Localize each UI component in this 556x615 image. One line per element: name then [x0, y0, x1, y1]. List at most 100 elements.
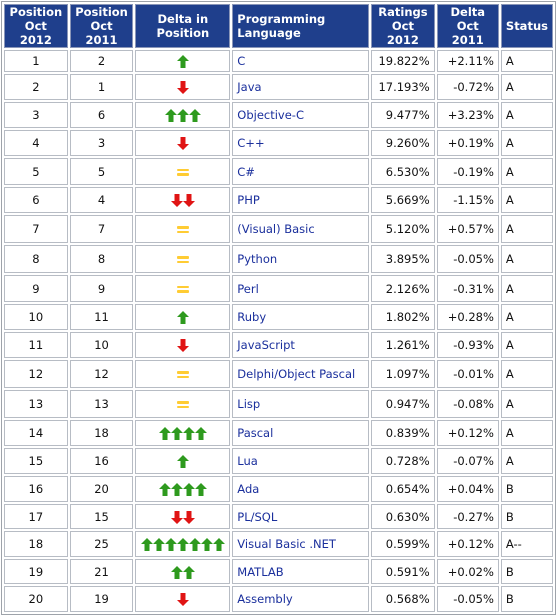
- position-2011-cell: 15: [69, 504, 134, 529]
- position-2012-cell: 20: [4, 586, 68, 612]
- position-2011-cell: 8: [69, 245, 134, 273]
- language-link[interactable]: C: [237, 54, 246, 68]
- language-link[interactable]: Pascal: [237, 426, 274, 440]
- table-body: 1 2 C 19.822% +2.11% A 2 1 Java 17.193% -0.72% A 3 6 O…: [4, 50, 553, 612]
- language-link[interactable]: PL/SQL: [237, 509, 278, 524]
- position-2012-cell: 19: [4, 559, 68, 584]
- arrow-up-icon: [158, 483, 171, 496]
- status-cell: A--: [500, 531, 553, 557]
- table-row: 11 10 JavaScript 1.261% -0.93% A: [4, 332, 553, 358]
- position-2012-cell: 18: [4, 531, 68, 557]
- status-cell: A: [500, 360, 553, 388]
- rating-cell: 0.839%: [371, 420, 435, 446]
- status-cell: A: [500, 390, 553, 418]
- position-2011-cell: 1: [69, 74, 134, 100]
- table-row: 12 12 Delphi/Object Pascal 1.097% -0.01% A: [4, 360, 553, 388]
- language-link[interactable]: C#: [237, 164, 255, 179]
- delta-position-cell: [135, 158, 231, 185]
- delta-position-cell: [135, 50, 231, 72]
- language-link[interactable]: Python: [237, 252, 278, 266]
- status-cell: B: [500, 504, 553, 529]
- language-cell: Assembly: [232, 586, 370, 612]
- status-cell: B: [500, 559, 553, 584]
- language-link[interactable]: (Visual) Basic: [237, 222, 315, 236]
- delta-rating-cell: +0.12%: [436, 531, 499, 557]
- table-row: 15 16 Lua 0.728% -0.07% A: [4, 448, 553, 474]
- rating-cell: 0.630%: [371, 504, 435, 529]
- table-row: 16 20 Ada 0.654% +0.04% B: [4, 476, 553, 502]
- language-link[interactable]: Lisp: [237, 397, 261, 411]
- delta-rating-cell: +3.23%: [436, 102, 499, 128]
- header-label: Position Oct 2011: [75, 5, 128, 47]
- language-cell: C++: [232, 130, 370, 156]
- rating-cell: 9.260%: [371, 130, 435, 156]
- language-link[interactable]: Java: [237, 80, 262, 94]
- delta-position-cell: [135, 275, 231, 302]
- table-row: 1 2 C 19.822% +2.11% A: [4, 50, 553, 72]
- table-row: 5 5 C# 6.530% -0.19% A: [4, 158, 553, 185]
- status-cell: A: [500, 420, 553, 446]
- header-ratings: Ratings Oct 2012: [371, 4, 435, 48]
- language-link[interactable]: Objective-C: [237, 108, 304, 122]
- language-cell: Perl: [232, 275, 370, 302]
- language-link[interactable]: Assembly: [237, 592, 293, 606]
- rating-cell: 0.568%: [371, 586, 435, 612]
- arrow-down-icon: [170, 510, 183, 524]
- table-row: 19 21 MATLAB 0.591% +0.02% B: [4, 559, 553, 584]
- rating-cell: 0.591%: [371, 559, 435, 584]
- language-link[interactable]: Ruby: [237, 310, 267, 324]
- arrow-up-icon: [194, 483, 207, 496]
- arrow-up-icon: [176, 55, 189, 68]
- rating-cell: 0.947%: [371, 390, 435, 418]
- language-link[interactable]: PHP: [237, 193, 260, 207]
- language-cell: (Visual) Basic: [232, 215, 370, 243]
- position-2011-cell: 25: [69, 531, 134, 557]
- arrow-up-icon: [188, 538, 201, 551]
- table-row: 20 19 Assembly 0.568% -0.05% B: [4, 586, 553, 612]
- arrow-up-icon: [176, 311, 189, 324]
- equal-icon: [176, 400, 189, 409]
- status-cell: B: [500, 476, 553, 502]
- position-2011-cell: 16: [69, 448, 134, 474]
- delta-position-cell: [135, 586, 231, 612]
- position-2011-cell: 5: [69, 158, 134, 185]
- language-link[interactable]: MATLAB: [237, 564, 284, 579]
- language-link[interactable]: JavaScript: [237, 338, 295, 352]
- language-link[interactable]: C++: [237, 136, 265, 150]
- arrow-up-icon: [188, 109, 201, 122]
- language-link[interactable]: Ada: [237, 482, 260, 496]
- rating-cell: 19.822%: [371, 50, 435, 72]
- delta-position-cell: [135, 74, 231, 100]
- language-link[interactable]: Delphi/Object Pascal: [237, 367, 356, 381]
- language-link[interactable]: Visual Basic .NET: [237, 537, 336, 551]
- header-position-2012: Position Oct 2012: [4, 4, 68, 48]
- rating-cell: 0.654%: [371, 476, 435, 502]
- language-cell: Java: [232, 74, 370, 100]
- delta-rating-cell: -0.08%: [436, 390, 499, 418]
- status-cell: A: [500, 102, 553, 128]
- equal-icon: [176, 225, 189, 234]
- status-cell: A: [500, 187, 553, 213]
- position-2011-cell: 3: [69, 130, 134, 156]
- delta-rating-cell: +0.28%: [436, 304, 499, 330]
- position-2012-cell: 10: [4, 304, 68, 330]
- language-cell: PHP: [232, 187, 370, 213]
- language-cell: JavaScript: [232, 332, 370, 358]
- language-link[interactable]: Lua: [237, 454, 258, 468]
- table-row: 14 18 Pascal 0.839% +0.12% A: [4, 420, 553, 446]
- language-cell: MATLAB: [232, 559, 370, 584]
- position-2011-cell: 11: [69, 304, 134, 330]
- delta-position-cell: [135, 559, 231, 584]
- header-position-2011: Position Oct 2011: [69, 4, 134, 48]
- delta-rating-cell: -0.31%: [436, 275, 499, 302]
- language-link[interactable]: Perl: [237, 281, 259, 296]
- arrow-down-icon: [176, 81, 189, 94]
- language-cell: Lisp: [232, 390, 370, 418]
- table-row: 17 15 PL/SQL 0.630% -0.27% B: [4, 504, 553, 529]
- language-cell: Ada: [232, 476, 370, 502]
- position-2012-cell: 6: [4, 187, 68, 213]
- language-cell: Delphi/Object Pascal: [232, 360, 370, 388]
- delta-position-cell: [135, 102, 231, 128]
- delta-position-cell: [135, 304, 231, 330]
- delta-rating-cell: -0.01%: [436, 360, 499, 388]
